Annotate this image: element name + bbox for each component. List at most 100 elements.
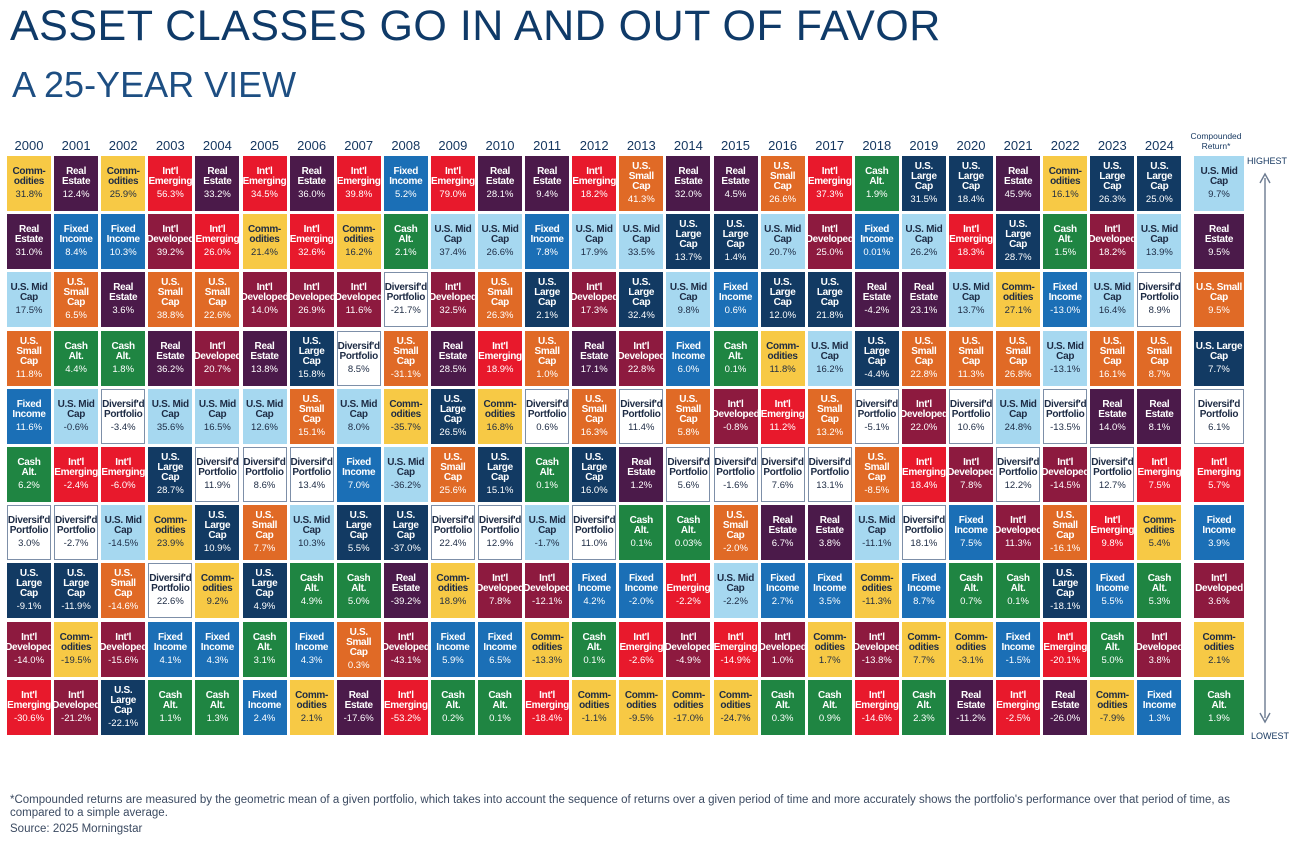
asset-cell: Real Estate 1.2%: [619, 447, 664, 502]
asset-name: Fixed Income: [59, 224, 93, 246]
asset-return: -21.2%: [61, 712, 92, 724]
asset-name: Real Estate: [956, 689, 986, 711]
asset-cell: Fixed Income 11.6%: [7, 388, 51, 444]
asset-name: Int'l Developed: [758, 631, 807, 653]
asset-name: Comm- odities: [1001, 282, 1035, 304]
asset-cell: Cash Alt. 1.5%: [1043, 214, 1088, 270]
asset-return: -5.1%: [864, 421, 890, 433]
year-label: 2008: [391, 138, 421, 153]
asset-cell: Fixed Income 8.4%: [54, 214, 99, 270]
asset-cell: U.S. Large Cap 25.0%: [1137, 156, 1182, 211]
asset-name: U.S. Large Cap: [1099, 161, 1126, 192]
asset-return: 17.5%: [15, 305, 43, 317]
asset-name: U.S. Mid Cap: [811, 340, 849, 362]
asset-name: U.S. Large Cap: [534, 277, 560, 309]
asset-cell: Int'l Emerging 11.2%: [760, 388, 805, 444]
asset-name: Diversif'd Portfolio: [714, 457, 757, 478]
asset-cell: Fixed Income 0.01%: [854, 214, 899, 270]
asset-return: -15.6%: [108, 654, 139, 666]
asset-name: U.S. Mid Cap: [293, 515, 331, 537]
asset-name: U.S. Mid Cap: [764, 224, 802, 246]
asset-return: 7.7%: [913, 654, 935, 666]
asset-return: -24.7%: [720, 712, 751, 724]
asset-return: 22.6%: [156, 596, 184, 608]
year-label: 2011: [533, 138, 562, 153]
asset-name: Diversif'd Portfolio: [1138, 282, 1181, 304]
asset-cell: U.S. Mid Cap 13.7%: [949, 272, 993, 328]
asset-return: 23.9%: [156, 538, 184, 550]
asset-name: Real Estate: [391, 573, 421, 595]
asset-cell: Fixed Income 7.0%: [336, 447, 381, 502]
asset-cell: Real Estate 8.1%: [1137, 388, 1182, 444]
asset-cell: U.S. Large Cap -4.4%: [854, 330, 899, 386]
asset-return: 0.01%: [863, 247, 891, 259]
asset-return: -11.1%: [862, 538, 892, 550]
asset-cell: Diversif'd Portfolio -21.7%: [383, 272, 428, 328]
asset-return: 6.2%: [18, 480, 40, 491]
asset-cell: Int'l Emerging 18.3%: [949, 214, 993, 270]
asset-cell: Diversif'd Portfolio -3.4%: [101, 388, 146, 444]
asset-name: Int'l Developed: [99, 631, 148, 653]
asset-cell: Real Estate 13.8%: [242, 330, 287, 386]
asset-cell: Cash Alt. 0.7%: [949, 563, 993, 619]
asset-name: Int'l Developed: [1088, 224, 1137, 246]
asset-name: Int'l Developed: [570, 282, 619, 304]
asset-return: -6.0%: [110, 480, 136, 491]
asset-name: U.S. Small Cap: [817, 393, 843, 425]
asset-cell: U.S. Mid Cap -1.7%: [525, 505, 570, 561]
asset-name: Real Estate: [909, 282, 939, 304]
asset-return: -14.5%: [108, 538, 139, 550]
asset-cell: Int'l Emerging 39.8%: [336, 156, 381, 211]
asset-cell: U.S. Large Cap 12.0%: [760, 272, 805, 328]
asset-return: 4.9%: [300, 596, 323, 608]
asset-return: 1.0%: [771, 654, 794, 666]
asset-return: -8.5%: [864, 485, 890, 496]
asset-return: 32.6%: [298, 247, 326, 259]
asset-return: -4.9%: [675, 654, 701, 666]
asset-cell: Comm- odities 25.9%: [101, 156, 146, 211]
asset-name: U.S. Mid Cap: [999, 398, 1037, 420]
asset-cell: Diversif'd Portfolio 8.9%: [1137, 272, 1182, 328]
asset-cell: U.S. Small Cap 26.8%: [996, 330, 1041, 386]
asset-cell: Int'l Developed 11.3%: [994, 505, 1042, 561]
asset-return: 15.1%: [298, 426, 326, 438]
asset-name: U.S. Small Cap: [393, 335, 419, 367]
asset-name: U.S. Small Cap: [770, 161, 796, 192]
asset-cell: Real Estate 9.5%: [1194, 214, 1244, 270]
asset-name: Real Estate: [1145, 398, 1174, 420]
asset-return: -14.6%: [108, 601, 139, 613]
asset-cell: U.S. Mid Cap 10.3%: [289, 505, 334, 561]
asset-name: Real Estate: [344, 689, 374, 711]
asset-return: 22.6%: [203, 310, 231, 322]
asset-cell: U.S. Small Cap 15.1%: [289, 388, 334, 444]
asset-name: Comm- odities: [483, 398, 517, 420]
asset-name: Fixed Income: [1095, 573, 1130, 595]
asset-name: Comm- odities: [1202, 631, 1236, 653]
asset-return: 26.0%: [203, 247, 231, 259]
asset-return: -35.7%: [390, 421, 421, 433]
asset-cell: Fixed Income 6.5%: [478, 621, 522, 677]
asset-return: 1.2%: [630, 480, 653, 491]
asset-cell: Diversif'd Portfolio 22.4%: [430, 505, 475, 561]
year-label: 2003: [155, 138, 185, 153]
asset-name: U.S. Large Cap: [911, 161, 937, 192]
asset-name: Comm- odities: [907, 631, 941, 653]
asset-return: 16.1%: [1051, 189, 1079, 200]
asset-return: 17.1%: [580, 363, 608, 375]
asset-name: Fixed Income: [200, 631, 235, 653]
asset-cell: Int'l Developed 26.9%: [288, 272, 336, 328]
asset-cell: Int'l Developed -4.9%: [664, 621, 713, 677]
asset-return: 31.0%: [15, 247, 43, 259]
asset-return: 1.4%: [724, 252, 747, 264]
asset-cell: U.S. Small Cap 22.8%: [901, 330, 946, 386]
asset-name: Diversif'd Portfolio: [243, 457, 286, 478]
asset-cell: Diversif'd Portfolio 0.6%: [525, 388, 570, 444]
asset-return: 38.8%: [156, 310, 184, 322]
asset-return: 24.8%: [1004, 421, 1032, 433]
asset-return: 13.8%: [251, 363, 278, 375]
asset-cell: Cash Alt. 1.8%: [101, 330, 146, 386]
asset-return: -31.1%: [390, 368, 421, 380]
asset-return: 11.2%: [769, 421, 796, 433]
asset-name: Fixed Income: [718, 282, 753, 304]
asset-cell: Int'l Developed -14.5%: [1041, 447, 1089, 502]
